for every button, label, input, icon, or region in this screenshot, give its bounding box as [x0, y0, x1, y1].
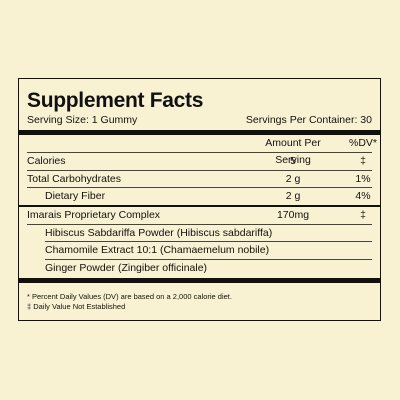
daily-value: 4%: [355, 190, 371, 202]
column-label: Amount Per Serving: [265, 137, 321, 166]
ingredient-name: Ginger Powder (Zingiber officinale): [45, 261, 208, 274]
amount: 170mg: [276, 209, 310, 221]
nutrient-row: Total Carbohydrates 2 g 1%: [27, 171, 372, 188]
serving-size: Serving Size: 1 Gummy: [27, 114, 138, 126]
footnote: ‡ Daily Value Not Established: [27, 302, 126, 311]
title: Supplement Facts: [27, 89, 204, 112]
amount: 5: [290, 155, 296, 167]
servings-per-container: Servings Per Container: 30: [245, 114, 372, 126]
facts-table: Amount Per Serving %DV* Calories 5 ‡ Total …: [19, 135, 380, 276]
serving-info: Serving Size: 1 Gummy Servings Per Conta…: [27, 113, 372, 128]
column-header: Amount Per Serving %DV*: [27, 135, 377, 166]
nutrient-name: Calories: [27, 155, 66, 167]
nutrient-name: Total Carbohydrates: [27, 172, 121, 185]
daily-value: ‡: [360, 209, 366, 221]
thick-rule: [19, 278, 380, 283]
sub-row: Ginger Powder (Zingiber officinale): [45, 260, 372, 277]
section-rule: [19, 204, 380, 207]
nutrient-row: Calories 5 ‡: [27, 153, 372, 171]
nutrient-row: Imarais Proprietary Complex 170mg ‡: [27, 207, 372, 225]
supplement-facts-panel: Supplement Facts Serving Size: 1 Gummy S…: [18, 78, 381, 321]
daily-value: ‡: [360, 155, 366, 167]
sub-row: Hibiscus Sabdariffa Powder (Hibiscus sab…: [45, 225, 372, 242]
daily-value: 1%: [355, 172, 371, 185]
amount: 2 g: [285, 172, 301, 185]
ingredient-name: Hibiscus Sabdariffa Powder (Hibiscus sab…: [45, 226, 273, 239]
ingredient-name: Chamomile Extract 10:1 (Chamaemelum nobi…: [45, 244, 270, 256]
sub-row: Dietary Fiber 2 g 4%: [45, 188, 372, 205]
ingredient-name: Dietary Fiber: [45, 190, 106, 202]
amount: 2 g: [285, 190, 301, 202]
nutrient-name: Imarais Proprietary Complex: [27, 209, 161, 221]
footnote: * Percent Daily Values (DV) are based on…: [27, 292, 232, 301]
sub-row: Chamomile Extract 10:1 (Chamaemelum nobi…: [45, 242, 372, 260]
column-label: %DV*: [348, 137, 377, 149]
thick-rule: [19, 130, 380, 135]
footnotes: * Percent Daily Values (DV) are based on…: [19, 292, 380, 312]
